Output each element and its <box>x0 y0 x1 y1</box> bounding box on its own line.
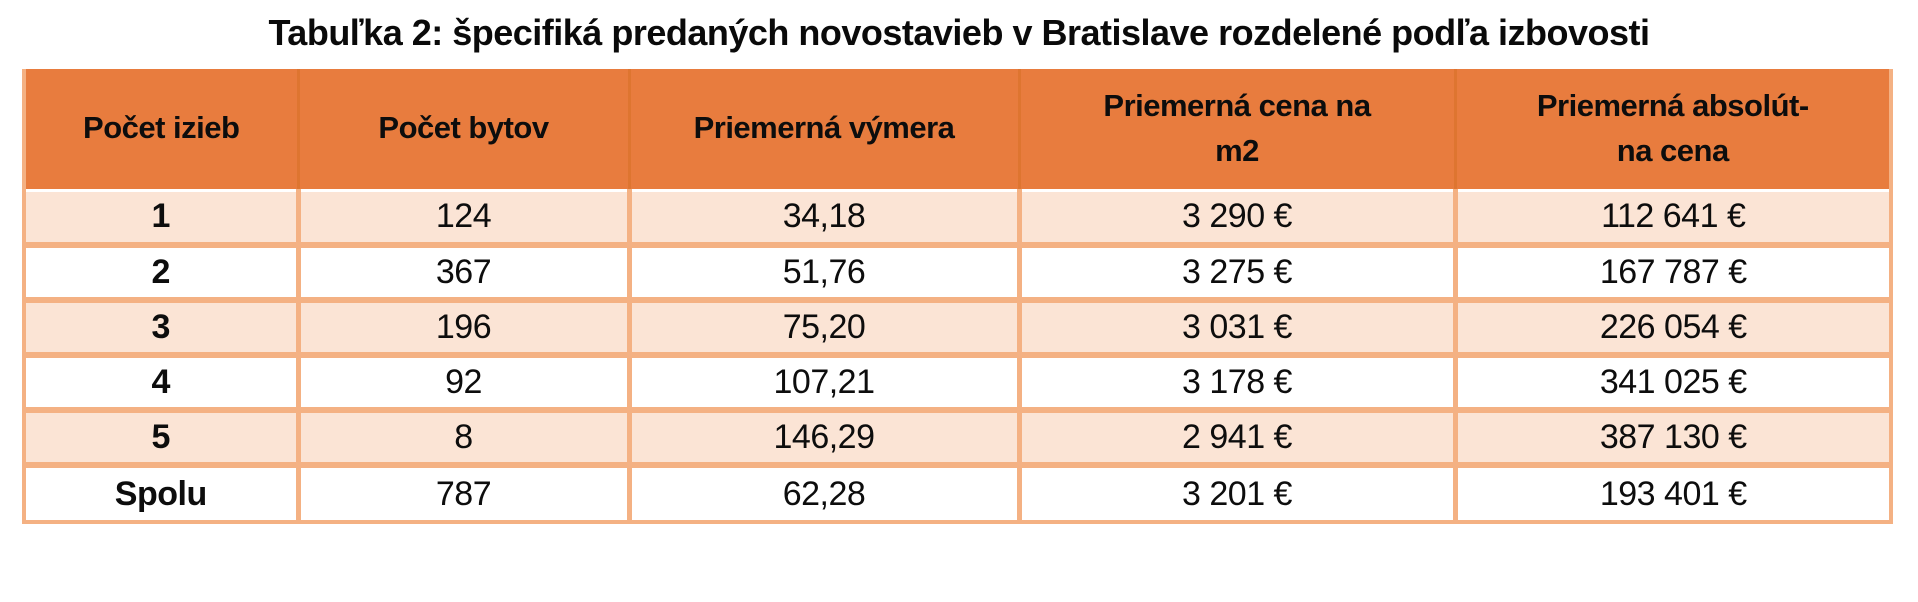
header-cell: Počet izieb <box>26 69 298 192</box>
table-cell: 75,20 <box>626 297 1019 355</box>
table-row: Spolu 787 62,28 3 201 €193 401 € <box>26 462 1889 520</box>
table-row: 1 124 34,18 3 290 €112 641 € <box>26 188 1889 245</box>
table-cell: 387 130 € <box>1452 407 1889 465</box>
table-cell: 107,21 <box>626 352 1019 410</box>
data-table-container: Počet izieb Počet bytov Priemerná výmera Pr… <box>22 69 1893 524</box>
table-cell: 3 031 € <box>1016 297 1455 355</box>
table-cell: 62,28 <box>626 462 1019 520</box>
table-cell: 226 054 € <box>1452 297 1889 355</box>
header-cell: Počet bytov <box>296 69 629 192</box>
table-cell: 34,18 <box>626 188 1019 245</box>
table-cell: 3 290 € <box>1016 188 1455 245</box>
row-header-cell: 2 <box>26 242 298 300</box>
header-cell-label: Počet izieb <box>83 110 240 146</box>
table-cell: 3 201 € <box>1016 462 1455 520</box>
table-body: 1 124 34,18 3 290 €112 641 €2 367 51,76 3 275 … <box>26 188 1889 520</box>
table-cell: 787 <box>295 462 629 520</box>
row-header-cell: 5 <box>26 407 298 465</box>
table-cell: 51,76 <box>626 242 1019 300</box>
table-cell: 3 275 € <box>1016 242 1455 300</box>
header-cell-label: Priemerná výmera <box>693 110 955 146</box>
header-cell-label: Priemerná absolút- na cena <box>1536 87 1809 168</box>
table-row: 3 196 75,20 3 031 €226 054 € <box>26 297 1889 355</box>
table-cell: 124 <box>295 188 629 245</box>
table-row: 5 8 146,29 2 941 €387 130 € <box>26 407 1889 465</box>
table-cell: 196 <box>295 297 629 355</box>
page-title: Tabuľka 2: špecifiká predaných novostavi… <box>268 12 1650 53</box>
header-cell-label: Počet bytov <box>378 110 549 146</box>
table-cell: 193 401 € <box>1452 462 1889 520</box>
row-header-cell: 1 <box>26 188 298 245</box>
header-cell: Priemerná výmera <box>627 69 1019 192</box>
header-cell: Priemerná absolút- na cena <box>1453 69 1889 192</box>
table-cell: 112 641 € <box>1452 188 1889 245</box>
table-cell: 92 <box>295 352 629 410</box>
table-cell: 167 787 € <box>1452 242 1889 300</box>
row-header-cell: 4 <box>26 352 298 410</box>
header-row: Počet izieb Počet bytov Priemerná výmera Pr… <box>26 69 1889 192</box>
table-cell: 146,29 <box>626 407 1019 465</box>
row-header-cell: 3 <box>26 297 298 355</box>
table-cell: 3 178 € <box>1016 352 1455 410</box>
table-row: 4 92 107,21 3 178 €341 025 € <box>26 352 1889 410</box>
table-cell: 8 <box>295 407 629 465</box>
table-cell: 2 941 € <box>1016 407 1455 465</box>
row-header-cell: Spolu <box>26 462 298 520</box>
table-cell: 341 025 € <box>1452 352 1889 410</box>
data-table: Počet izieb Počet bytov Priemerná výmera Pr… <box>26 69 1889 520</box>
header-cell-label: Priemerná cena na m2 <box>1103 87 1371 168</box>
table-cell: 367 <box>295 242 629 300</box>
table-row: 2 367 51,76 3 275 €167 787 € <box>26 242 1889 300</box>
header-cell: Priemerná cena na m2 <box>1017 69 1455 192</box>
